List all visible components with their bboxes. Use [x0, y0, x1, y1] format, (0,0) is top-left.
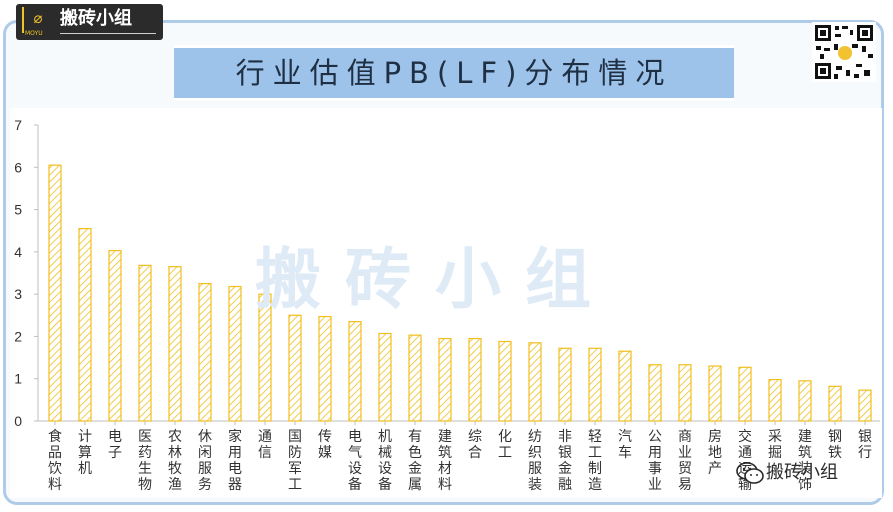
chart-panel: 0 1 2 3 4 5 6 7 食品饮料 计算机 电子 医药生物 农林牧渔 休闲服务 家用电器 通信 国防军工… [10, 108, 882, 498]
bar [408, 334, 422, 422]
x-tick-label: 电子 [108, 429, 122, 461]
bar [858, 389, 872, 422]
bar [288, 314, 302, 422]
bar-chart: 0 1 2 3 4 5 6 7 食品饮料 计算机 电子 医药生物 农林牧渔 休闲服务 家用电器 通信 国防军工… [14, 117, 880, 493]
x-tick-label: 医药生物 [138, 429, 152, 493]
x-tick-label: 有色金属 [408, 429, 422, 493]
x-tick-label: 电气设备 [348, 429, 362, 493]
x-tick-label: 建筑装饰 [798, 429, 812, 493]
bar [78, 227, 92, 422]
x-tick-label: 国防军工 [288, 429, 302, 493]
brand-logo: ⌀ MOYU 搬砖小组 [16, 4, 163, 40]
logo-subtext: MOYU [25, 30, 43, 37]
wechat-icon [736, 462, 764, 484]
bar [468, 337, 482, 422]
bar [438, 337, 452, 422]
logo-text: 搬砖小组 [60, 8, 132, 29]
bar [378, 332, 392, 422]
x-tick-label: 汽车 [618, 429, 632, 461]
x-tick-label: 公用事业 [648, 429, 662, 493]
bar [498, 340, 512, 422]
y-tick-label: 7 [14, 117, 22, 133]
x-tick-label: 通信 [258, 429, 272, 461]
x-tick-label: 家用电器 [228, 428, 242, 493]
wechat-label: 搬砖小组 [766, 462, 838, 483]
x-tick-label: 机械设备 [378, 429, 392, 493]
chart-title: 行业估值PB(LF)分布情况 [235, 56, 673, 90]
y-tick-label: 5 [14, 202, 22, 218]
x-tick-label: 化工 [498, 429, 512, 461]
x-tick-label: 非银金融 [558, 429, 572, 493]
x-tick-label: 农林牧渔 [168, 429, 182, 493]
x-tick-label: 休闲服务 [198, 429, 212, 493]
x-tick-label: 传媒 [318, 429, 332, 461]
bar [798, 380, 812, 422]
y-tick-label: 1 [14, 371, 22, 387]
logo-divider [60, 33, 156, 34]
bar [168, 266, 182, 422]
bar [648, 364, 662, 422]
bar [108, 249, 122, 422]
x-tick-label: 纺织服装 [528, 429, 542, 493]
x-tick-label: 商业贸易 [678, 429, 692, 493]
x-tick-label: 综合 [468, 429, 482, 461]
wechat-badge: 搬砖小组 [736, 458, 866, 490]
bar [48, 164, 62, 422]
x-tick-label: 房地产 [708, 429, 722, 477]
y-tick-label: 0 [14, 413, 22, 429]
bar [708, 365, 722, 422]
bar [138, 264, 152, 422]
x-tick-label: 银行 [858, 429, 872, 461]
bar [318, 315, 332, 422]
bar [828, 385, 842, 422]
bar [348, 321, 362, 422]
y-tick-label: 4 [14, 244, 22, 260]
x-tick-label: 计算机 [78, 429, 92, 477]
y-tick-label: 2 [14, 328, 22, 344]
x-tick-label: 食品饮料 [48, 428, 62, 493]
bar [528, 342, 542, 422]
bar [738, 366, 752, 422]
qr-code-icon [812, 22, 876, 82]
y-tick-label: 3 [14, 286, 22, 302]
y-tick-label: 6 [14, 159, 22, 175]
bar [588, 347, 602, 422]
bar [678, 364, 692, 422]
bar [768, 378, 782, 422]
bar [558, 347, 572, 422]
x-tick-label: 建筑材料 [438, 429, 452, 493]
x-tick-label: 轻工制造 [588, 429, 602, 493]
logo-mark-icon: ⌀ [22, 7, 52, 33]
title-banner: 行业估值PB(LF)分布情况 [174, 45, 734, 101]
watermark: 搬砖小组 [255, 241, 615, 318]
x-tick-label: 钢铁 [828, 429, 842, 461]
x-tick-label: 采掘 [768, 429, 782, 461]
bar [618, 350, 632, 422]
